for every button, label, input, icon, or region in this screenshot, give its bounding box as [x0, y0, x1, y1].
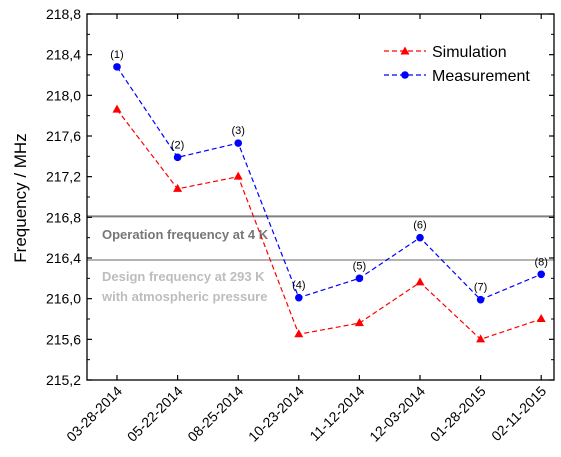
series-line-simulation — [116, 109, 542, 341]
data-point-simulation — [294, 329, 304, 338]
data-point-measurement — [416, 233, 424, 242]
point-label: (5) — [353, 260, 366, 272]
x-tick-label: 02-11-2015 — [488, 383, 549, 444]
data-point-simulation — [354, 318, 364, 327]
x-tick-label: 12-03-2014 — [366, 383, 428, 445]
x-tick-label: 01-28-2015 — [427, 383, 489, 445]
legend-simulation-label: Simulation — [432, 44, 507, 61]
data-point-simulation — [173, 183, 183, 192]
x-tick-label: 08-25-2014 — [184, 383, 246, 445]
data-point-measurement — [295, 293, 303, 302]
data-point-measurement — [173, 153, 182, 162]
y-tick-label: 216,4 — [46, 250, 81, 266]
point-label: (2) — [171, 139, 184, 151]
data-point-simulation — [233, 171, 243, 180]
point-label: (4) — [292, 280, 305, 292]
y-tick-label: 215,6 — [46, 331, 81, 347]
legend-measurement-marker — [401, 71, 409, 79]
point-label: (1) — [110, 49, 123, 61]
point-label: (6) — [413, 220, 426, 232]
data-point-simulation — [112, 104, 122, 113]
x-tick-label: 05-22-2014 — [124, 383, 186, 445]
data-point-measurement — [537, 270, 545, 279]
y-tick-label: 218,8 — [46, 6, 81, 22]
data-point-measurement — [113, 63, 121, 71]
design-frequency-label-line1: Design frequency at 293 K — [102, 269, 265, 284]
design-frequency-label-line2: with atmospheric pressure — [101, 289, 267, 304]
y-tick-label: 215,2 — [46, 372, 81, 388]
x-tick-label: 10-23-2014 — [245, 383, 307, 445]
y-tick-label: 218,0 — [46, 87, 81, 103]
series-layer — [112, 63, 546, 343]
data-point-simulation — [415, 277, 425, 286]
operation-frequency-label: Operation frequency at 4 K — [102, 227, 269, 242]
data-point-measurement — [476, 295, 485, 304]
y-tick-label: 218,4 — [46, 47, 81, 63]
y-axis-title: Frequency / MHz — [11, 133, 30, 262]
data-point-measurement — [355, 274, 364, 283]
y-tick-label: 217,6 — [46, 128, 81, 144]
y-tick-label: 217,2 — [46, 169, 81, 185]
point-labels: (1) (2) (3) (4) (5) (6) (7) (8) — [110, 49, 548, 294]
legend-measurement-label: Measurement — [432, 68, 530, 85]
point-label: (3) — [231, 125, 244, 137]
point-label: (7) — [474, 282, 487, 294]
y-tick-label: 216,0 — [46, 291, 81, 307]
x-tick-label: 11-12-2014 — [306, 383, 367, 444]
data-point-simulation — [536, 314, 546, 322]
point-label: (8) — [534, 256, 547, 268]
y-tick-label: 216,8 — [46, 209, 81, 225]
legend-simulation-marker — [400, 46, 410, 55]
legend: Simulation Measurement — [384, 44, 530, 85]
data-point-measurement — [234, 139, 242, 147]
series-line-measurement — [116, 66, 542, 301]
data-point-simulation — [476, 334, 486, 343]
x-tick-label: 03-28-2014 — [63, 383, 125, 445]
